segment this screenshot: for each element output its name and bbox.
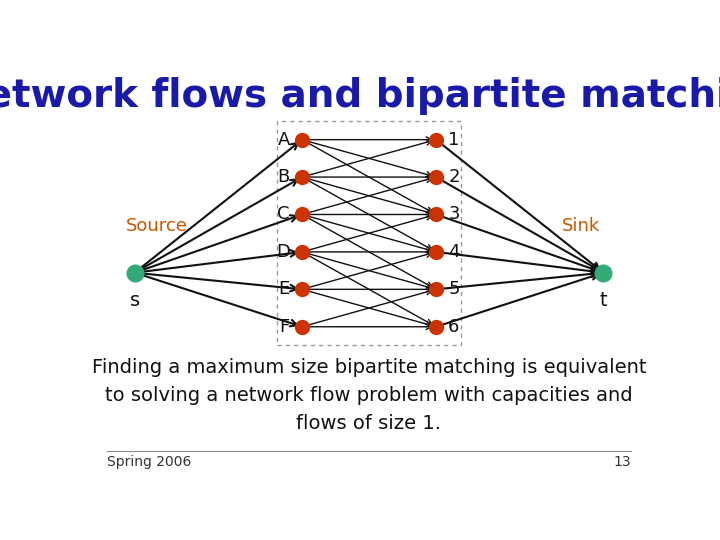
Text: t: t bbox=[600, 292, 607, 310]
Text: Spring 2006: Spring 2006 bbox=[107, 455, 191, 469]
Text: 5: 5 bbox=[449, 280, 460, 298]
Text: Source: Source bbox=[126, 217, 188, 235]
Text: 1: 1 bbox=[449, 131, 459, 149]
Text: 4: 4 bbox=[449, 243, 460, 261]
Text: E: E bbox=[279, 280, 289, 298]
Text: C: C bbox=[277, 206, 289, 224]
Text: A: A bbox=[277, 131, 289, 149]
Text: Sink: Sink bbox=[562, 217, 600, 235]
Text: B: B bbox=[277, 168, 289, 186]
Text: Network flows and bipartite matching: Network flows and bipartite matching bbox=[0, 77, 720, 115]
Text: 6: 6 bbox=[449, 318, 459, 336]
Text: s: s bbox=[130, 292, 140, 310]
Text: F: F bbox=[279, 318, 289, 336]
Text: D: D bbox=[276, 243, 289, 261]
Text: 3: 3 bbox=[449, 206, 460, 224]
Text: 2: 2 bbox=[449, 168, 460, 186]
Text: Finding a maximum size bipartite matching is equivalent
to solving a network flo: Finding a maximum size bipartite matchin… bbox=[91, 358, 647, 433]
Text: 13: 13 bbox=[613, 455, 631, 469]
Bar bbox=[277, 121, 461, 346]
